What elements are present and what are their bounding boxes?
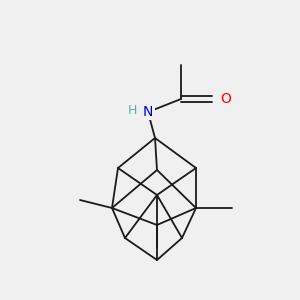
Text: H: H — [127, 103, 137, 116]
Text: O: O — [220, 92, 231, 106]
Text: N: N — [143, 105, 153, 119]
